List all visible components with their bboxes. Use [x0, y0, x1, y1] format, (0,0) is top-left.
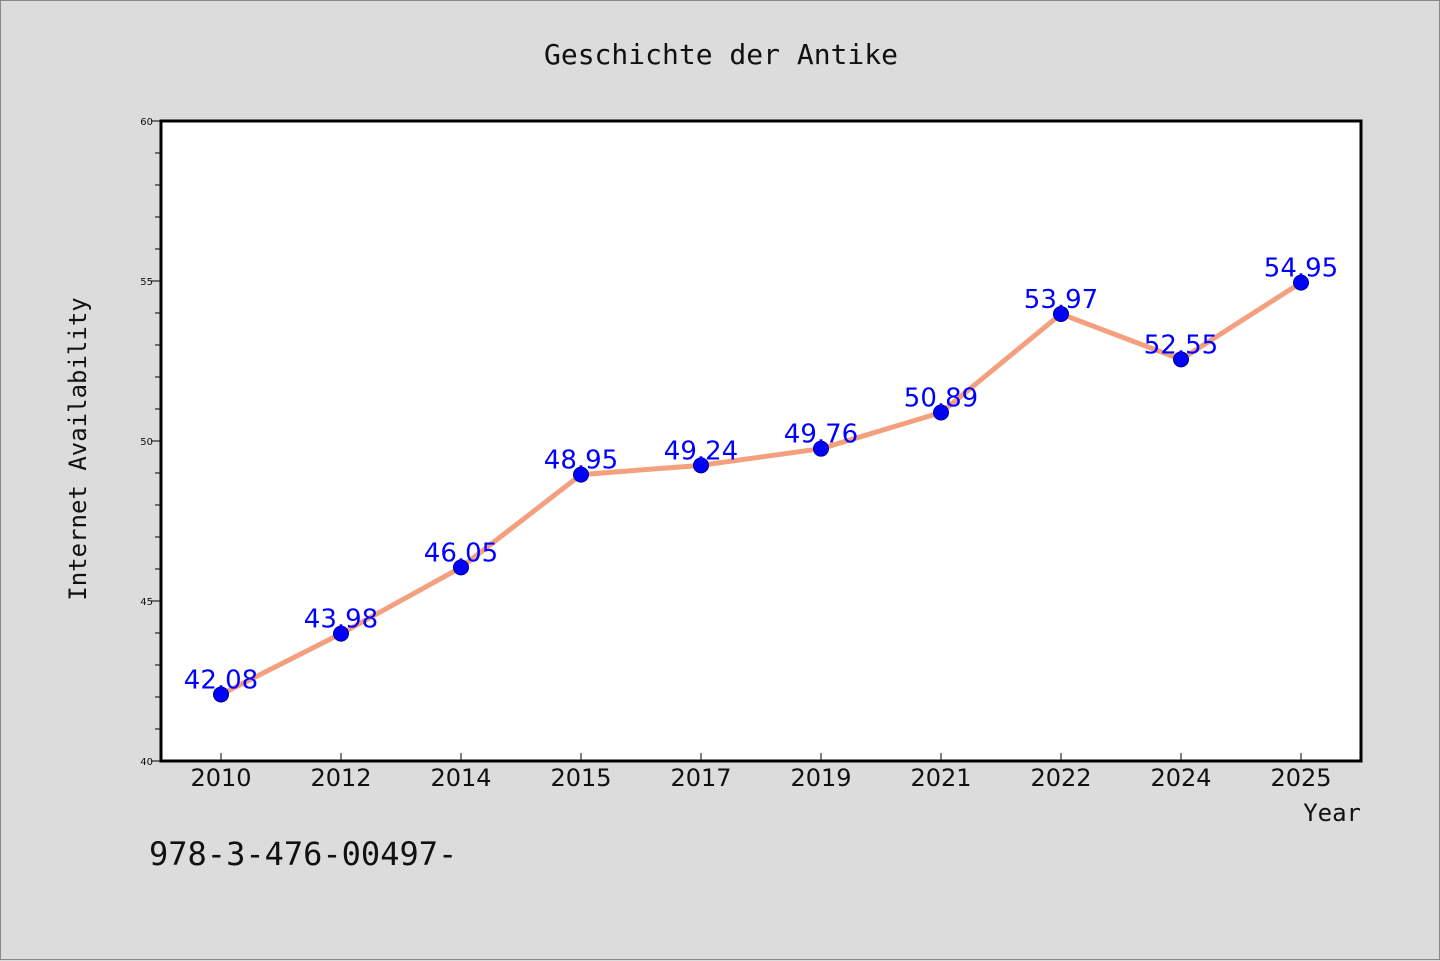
x-axis: 2010 2012 2014 2015 2017 2019 2021 2022 2024 2025 — [190, 753, 1332, 792]
y-axis: 40 45 50 55 60 — [140, 117, 161, 768]
data-point — [333, 625, 349, 642]
data-label: 42.08 — [184, 665, 258, 695]
data-label: 53.97 — [1024, 285, 1098, 315]
data-label: 50.89 — [904, 384, 978, 414]
x-tick-label: 2025 — [1270, 764, 1331, 792]
y-tick-label: 40 — [140, 757, 153, 768]
x-tick-label: 2010 — [190, 764, 251, 792]
x-tick-label: 2012 — [310, 764, 371, 792]
data-labels: 42.08 43.98 46.05 48.95 49.24 49.76 50.89 53.97… — [184, 254, 1338, 696]
data-point — [933, 404, 949, 421]
y-tick-label: 45 — [140, 597, 153, 608]
x-tick-label: 2017 — [670, 764, 731, 792]
data-point — [1053, 305, 1069, 322]
series-line-group — [213, 274, 1309, 703]
series-line — [218, 280, 1304, 697]
plot-border — [159, 119, 1363, 763]
data-point — [1293, 274, 1309, 291]
plot-area — [161, 121, 1361, 761]
data-label: 52.55 — [1144, 330, 1218, 360]
data-point — [573, 466, 589, 483]
x-tick-label: 2019 — [790, 764, 851, 792]
data-label: 54.95 — [1264, 254, 1338, 284]
data-point — [1173, 351, 1189, 368]
data-label: 49.76 — [784, 420, 858, 450]
footer-text: 978-3-476-00497- — [149, 835, 457, 873]
y-tick-label: 60 — [140, 117, 153, 128]
data-label: 46.05 — [424, 538, 498, 568]
x-tick-label: 2022 — [1030, 764, 1091, 792]
x-axis-label: Year — [1303, 799, 1361, 827]
data-point — [453, 559, 469, 576]
y-tick-label: 55 — [140, 277, 153, 288]
chart-title: Geschichte der Antike — [544, 38, 898, 71]
data-label: 43.98 — [304, 605, 378, 635]
x-tick-label: 2021 — [910, 764, 971, 792]
data-point — [813, 440, 829, 457]
y-axis-label: Internet Availability — [64, 297, 92, 600]
x-tick-label: 2014 — [430, 764, 491, 792]
data-point — [213, 686, 229, 703]
x-tick-label: 2024 — [1150, 764, 1211, 792]
x-tick-label: 2015 — [550, 764, 611, 792]
data-label: 49.24 — [664, 436, 738, 466]
data-point — [693, 457, 709, 474]
data-label: 48.95 — [544, 446, 618, 476]
y-tick-label: 50 — [140, 437, 153, 448]
